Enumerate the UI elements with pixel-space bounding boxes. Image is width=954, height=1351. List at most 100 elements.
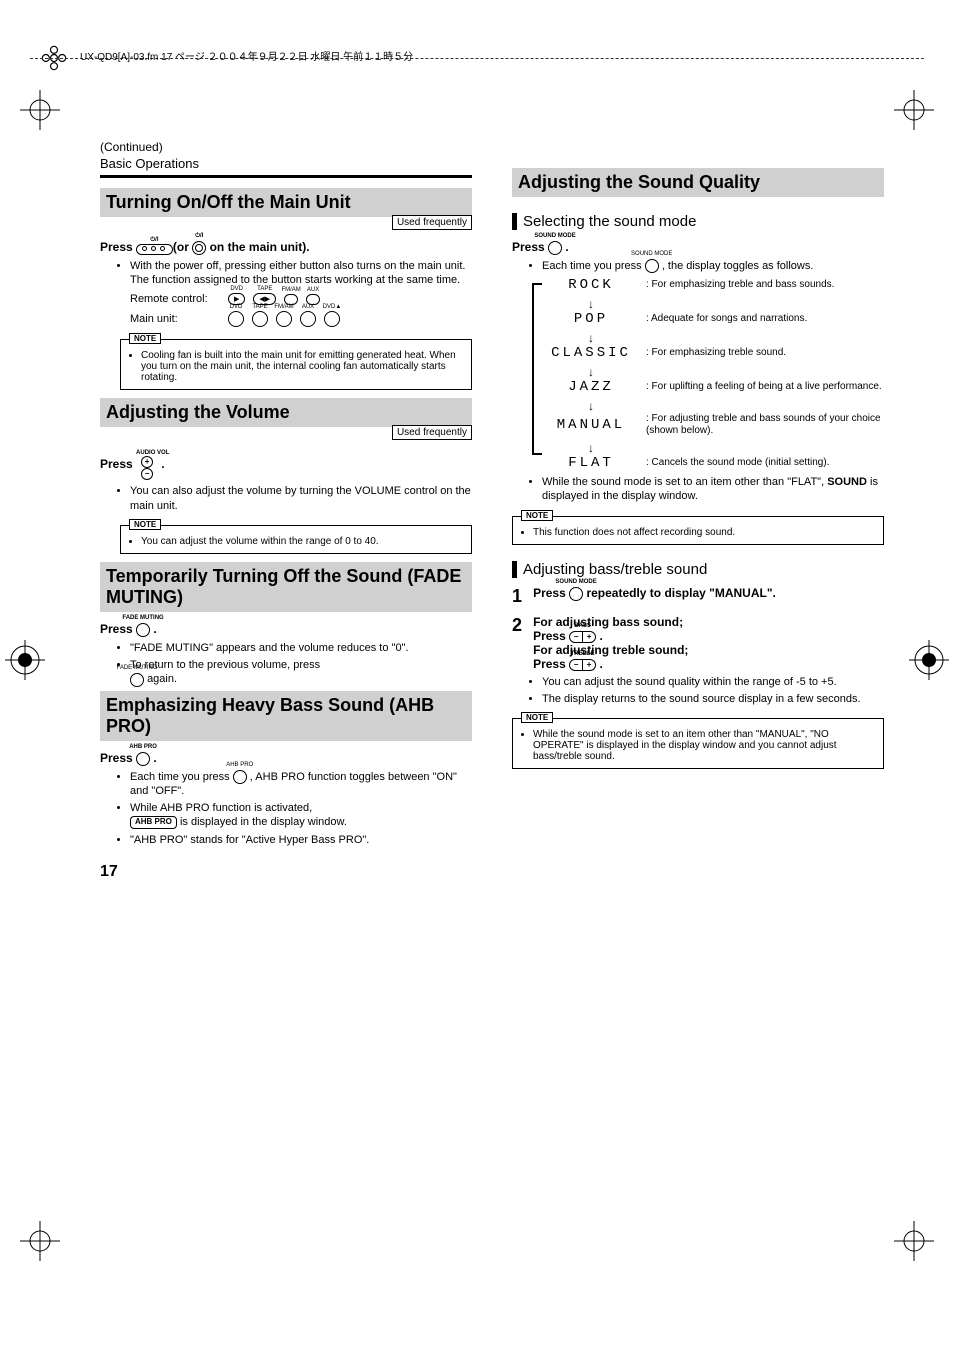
step-2: 2 For adjusting bass sound; Press BASS −… — [512, 615, 884, 671]
press-ahb-line: Press AHB PRO . — [100, 751, 472, 766]
mode-desc-rock: : For emphasizing treble and bass sounds… — [646, 279, 884, 291]
press-sm-pre: Press — [512, 240, 545, 254]
toggle-bullets: Each time you press SOUND MODE , the dis… — [542, 259, 884, 273]
press-vol-pre: Press — [100, 458, 133, 472]
power-sup-1: ⏻/I — [150, 237, 158, 244]
down-arrow-icon: ↓ — [546, 365, 636, 379]
sound-mode-button-icon-3: SOUND MODE — [569, 587, 583, 601]
down-arrow-icon: ↓ — [546, 297, 636, 311]
press-mid: (or — [173, 240, 189, 254]
fade-muting-button-icon: FADE MUTING — [136, 623, 150, 637]
note-label-3: NOTE — [521, 510, 553, 521]
press-fade-line: Press FADE MUTING . — [100, 622, 472, 637]
press-sm-post: . — [565, 240, 568, 254]
section-ahb-pro: Emphasizing Heavy Bass Sound (AHB PRO) — [100, 691, 472, 741]
ahb-pro-badge: AHB PRO — [130, 816, 177, 828]
remote-label: Remote control: — [130, 293, 220, 305]
used-frequently-badge: Used frequently — [392, 215, 472, 230]
audio-power-button-icon: ⏻/I — [136, 244, 173, 255]
section-adjusting-volume: Adjusting the Volume — [100, 398, 472, 427]
sub2-bullets: You can adjust the sound quality within … — [542, 675, 884, 707]
down-arrow-icon: ↓ — [546, 441, 636, 455]
mainunit-dvd-icon: DVD — [228, 311, 244, 327]
down-arrow-icon: ↓ — [546, 399, 636, 413]
step2a-press: Press — [533, 629, 569, 643]
sec3-bullet-1: To return to the previous volume, press … — [130, 658, 472, 687]
sec3-bullets: "FADE MUTING" appears and the volume red… — [130, 641, 472, 687]
used-freq-row-2: Used frequently — [100, 427, 472, 440]
mainunit-label: Main unit: — [130, 313, 220, 325]
toggle-bullet: Each time you press SOUND MODE , the dis… — [542, 259, 884, 273]
press-pre: Press — [100, 240, 133, 254]
sound-sentence: While the sound mode is set to an item o… — [542, 475, 884, 504]
used-frequently-badge-2: Used frequently — [392, 425, 472, 440]
crop-mark-tl-icon — [20, 90, 60, 130]
mode-name-manual: MANUAL — [546, 417, 636, 433]
subsection-bass-treble: Adjusting bass/treble sound — [512, 561, 884, 578]
ahb-pro-button-icon-2: AHB PRO — [233, 770, 247, 784]
section-fade-muting: Temporarily Turning Off the Sound (FADE … — [100, 562, 472, 612]
step2a-post: . — [599, 629, 602, 643]
fade-muting-button-icon-2: FADE MUTING — [130, 673, 144, 687]
step-1: 1 Press SOUND MODE repeatedly to display… — [512, 586, 884, 607]
right-column: Adjusting the Sound Quality Selecting th… — [512, 140, 884, 881]
bass-pill-icon: BASS −+ — [569, 631, 596, 643]
sound-word: SOUND — [827, 476, 867, 488]
crop-mark-tr-icon — [894, 90, 934, 130]
crop-mark-ml-icon — [5, 640, 45, 680]
mode-row-rock: ROCK : For emphasizing treble and bass s… — [546, 277, 884, 293]
down-arrow-icon: ↓ — [546, 331, 636, 345]
section-turning-on-off: Turning On/Off the Main Unit — [100, 188, 472, 217]
page-number: 17 — [100, 863, 472, 881]
sec2-note-text: You can adjust the volume within the ran… — [141, 536, 463, 547]
sec1-note-box: NOTE Cooling fan is built into the main … — [120, 339, 472, 390]
header-strip-text: UX-QD9[A]-03.fm 17 ページ ２００４年９月２２日 水曜日 午前… — [80, 48, 413, 63]
step-2-body: For adjusting bass sound; Press BASS −+ … — [533, 615, 881, 671]
step-number-2: 2 — [512, 615, 530, 636]
sec1-bullets: With the power off, pressing either butt… — [130, 259, 472, 288]
mainunit-dvdeject-icon: DVD▲ — [324, 311, 340, 327]
press-sound-mode-line: Press SOUND MODE . — [512, 240, 884, 255]
sec3-bullet-0: "FADE MUTING" appears and the volume red… — [130, 641, 472, 655]
crop-mark-br-icon — [894, 1221, 934, 1261]
treble-pill-icon: TREBLE −+ — [569, 659, 596, 671]
step2b-press: Press — [533, 657, 569, 671]
press-post: on the main unit). — [210, 240, 310, 254]
mode-desc-pop: : Adequate for songs and narrations. — [646, 313, 884, 325]
mainunit-aux-icon: AUX — [300, 311, 316, 327]
step2b-post: . — [599, 657, 602, 671]
again-text: again. — [147, 673, 177, 685]
note-label-4: NOTE — [521, 712, 553, 723]
mode-row-jazz: JAZZ : For uplifting a feeling of being … — [546, 379, 884, 395]
sec4-bullet-2: "AHB PRO" stands for "Active Hyper Bass … — [130, 833, 472, 847]
ahb-pro-button-icon: AHB PRO — [136, 752, 150, 766]
sub2-bullet-0: You can adjust the sound quality within … — [542, 675, 884, 689]
sub2-note-box: NOTE While the sound mode is set to an i… — [512, 718, 884, 769]
press-ahb-pre: Press — [100, 751, 133, 765]
crop-mark-bl-icon — [20, 1221, 60, 1261]
sound-mode-button-icon: SOUND MODE — [548, 241, 562, 255]
press-vol-post: . — [161, 458, 164, 472]
press-power-line: Press ⏻/I (or ⏻/I on the main unit). — [100, 240, 472, 255]
page: UX-QD9[A]-03.fm 17 ページ ２００４年９月２２日 水曜日 午前… — [0, 0, 954, 1351]
mode-desc-flat: : Cancels the sound mode (initial settin… — [646, 457, 884, 469]
press-fade-pre: Press — [100, 622, 133, 636]
mode-name-classic: CLASSIC — [546, 345, 636, 361]
mode-row-pop: POP : Adequate for songs and narrations. — [546, 311, 884, 327]
press-volume-line: Press AUDIO VOL +− . — [100, 450, 472, 480]
sound-mode-button-icon-2: SOUND MODE — [645, 259, 659, 273]
sec4-bullet-1: While AHB PRO function is activated, AHB… — [130, 801, 472, 830]
press-fade-post: . — [153, 622, 156, 636]
left-column: (Continued) Basic Operations Turning On/… — [100, 140, 472, 881]
mode-row-classic: CLASSIC : For emphasizing treble sound. — [546, 345, 884, 361]
mainunit-tape-icon: TAPE — [252, 311, 268, 327]
sound-mode-list: ROCK : For emphasizing treble and bass s… — [532, 277, 884, 471]
step2a-label: For adjusting bass sound; — [533, 615, 683, 629]
mode-name-pop: POP — [546, 311, 636, 327]
main-unit-row: Main unit: DVD TAPE FM/AM AUX DVD▲ — [130, 311, 472, 327]
sec2-note-box: NOTE You can adjust the volume within th… — [120, 525, 472, 554]
note-label: NOTE — [129, 333, 161, 344]
mode-name-jazz: JAZZ — [546, 379, 636, 395]
mode-desc-manual: : For adjusting treble and bass sounds o… — [646, 413, 884, 437]
power-sup-2: ⏻/I — [195, 233, 203, 240]
